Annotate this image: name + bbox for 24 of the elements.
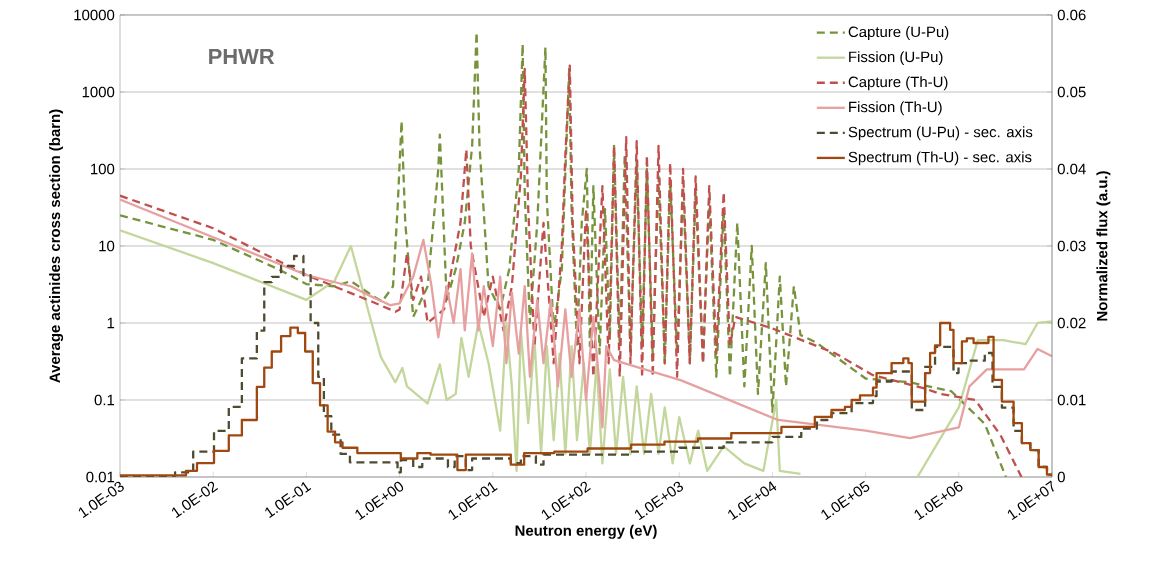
- text: PHWR: [209, 49, 275, 65]
- y2-tick-label: 0.06: [1057, 9, 1086, 21]
- y2-tick-label: 0.04: [1057, 163, 1086, 175]
- legend-label: Capture (U-Pu): [848, 26, 949, 41]
- y-tick-label: 0.1: [94, 394, 115, 406]
- y-tick-label: 10: [99, 240, 115, 252]
- legend-label: Spectrum (U-Pu) - sec. axis: [848, 126, 1033, 141]
- y2-tick-label: 0.05: [1057, 86, 1086, 98]
- y2-tick-label: 0.01: [1057, 394, 1086, 406]
- y-tick-label: 1: [107, 317, 115, 329]
- y-tick-label: 0.01: [86, 471, 115, 483]
- y-tick-label: 1000: [82, 86, 115, 98]
- legend-label: Fission (U-Pu): [849, 51, 943, 66]
- legend-label: Fission (Th-U): [849, 101, 942, 116]
- legend-label: Spectrum (Th-U) - sec. axis: [848, 151, 1032, 166]
- y2-tick-label: 0.02: [1057, 317, 1086, 329]
- x-axis-title: Neutron energy (eV): [515, 524, 657, 539]
- y-tick-label: 10000: [74, 9, 115, 21]
- y2-axis-title: Normalized flux (a.u.): [1096, 171, 1111, 321]
- y-tick-label: 100: [91, 163, 115, 175]
- y-axis-title: Average actinides cross section (barn): [49, 109, 64, 383]
- legend-label: Capture (Th-U): [848, 76, 948, 91]
- y2-tick-label: 0.03: [1057, 240, 1086, 252]
- y2-tick-label: 0: [1057, 471, 1065, 483]
